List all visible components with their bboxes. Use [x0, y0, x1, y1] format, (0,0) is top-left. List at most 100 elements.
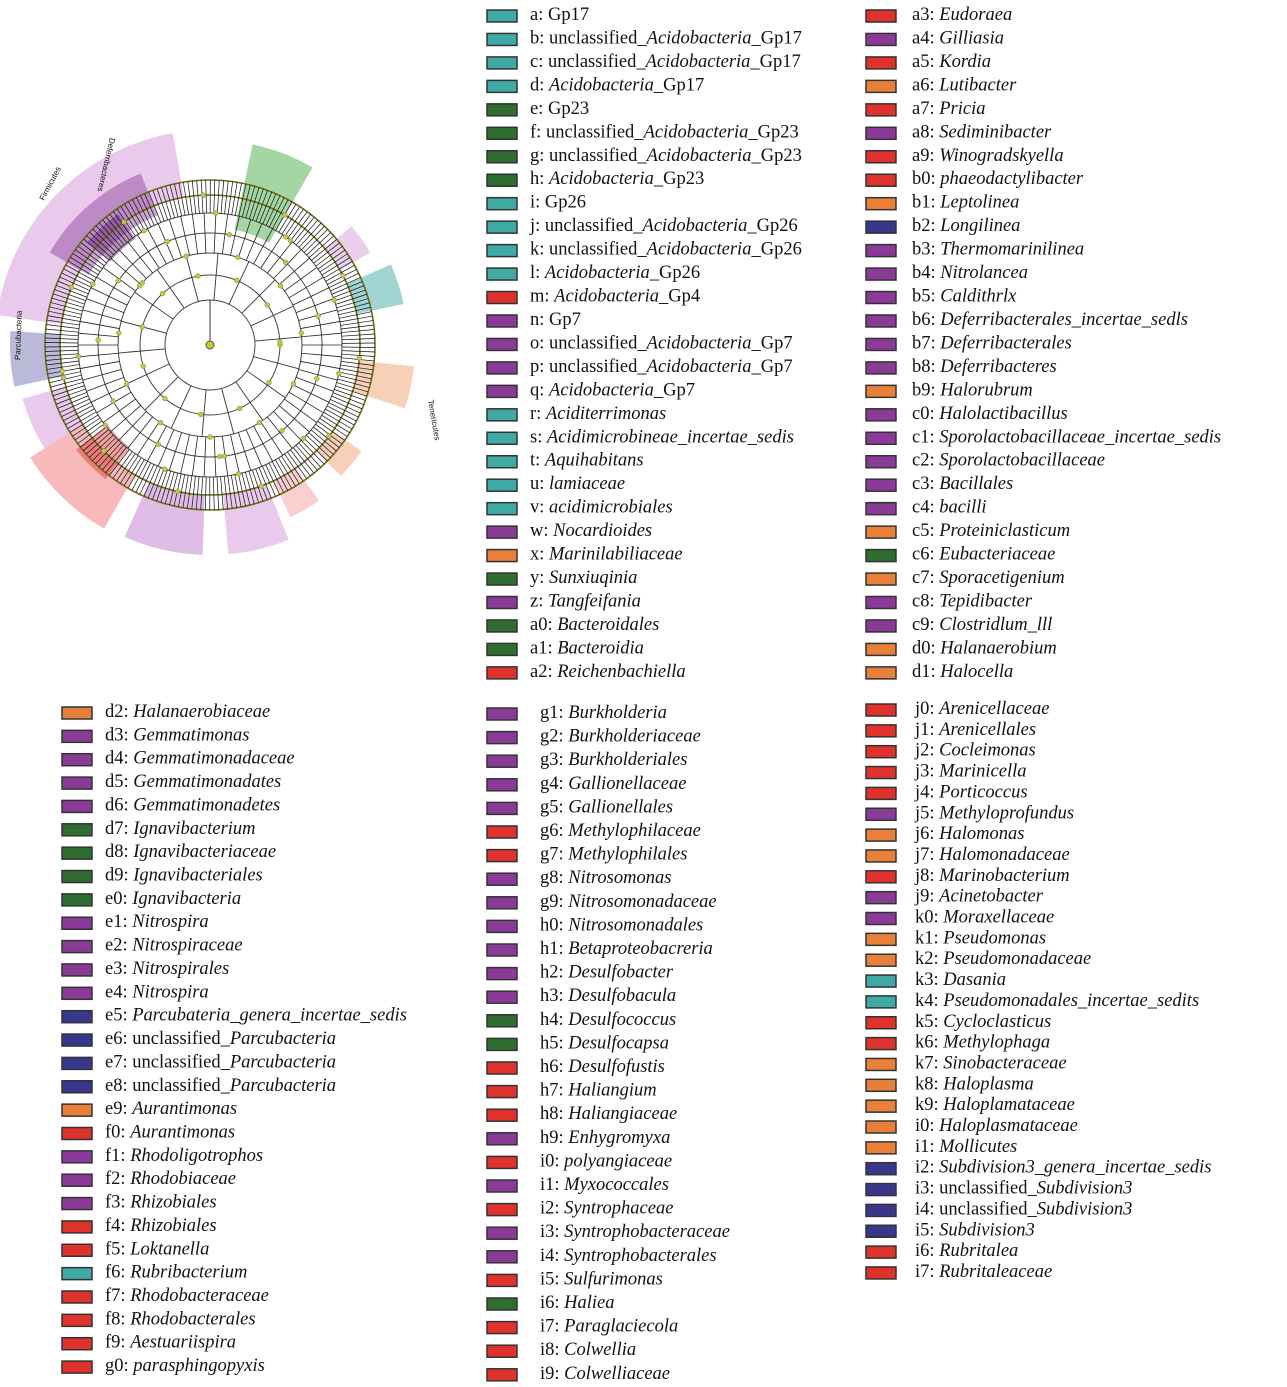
node [136, 283, 143, 289]
legend-name: Parcubateria_genera_incertae_sedis [131, 1006, 407, 1026]
branch [216, 476, 220, 510]
legend-name: Bacteroidales [557, 615, 659, 635]
legend-entry: k5: Cycloclasticus [915, 1012, 1051, 1032]
legend-key: j4: [914, 783, 935, 803]
legend-entry: i8: Colwellia [540, 1340, 636, 1360]
branch [238, 219, 252, 258]
legend-name: Nitrolancea [939, 263, 1028, 283]
legend-key: g9: [540, 892, 564, 912]
legend-name: Paraglaciecola [563, 1317, 678, 1337]
branch [328, 273, 359, 288]
node [205, 340, 215, 350]
legend-key: i3: [540, 1222, 560, 1242]
branch [55, 392, 87, 405]
branch [245, 429, 263, 467]
legend-key: e7: [105, 1053, 128, 1073]
legend-key: g6: [540, 821, 564, 841]
legend-entry: i2: Syntrophaceae [540, 1199, 673, 1219]
legend-key: a9: [912, 146, 935, 166]
clade-sector [9, 331, 64, 387]
legend-key: j9: [914, 887, 935, 907]
legend-entry: c0: Halolactibacillus [912, 404, 1068, 424]
branch [200, 476, 203, 510]
branch [300, 321, 340, 329]
legend-key: e9: [105, 1099, 128, 1119]
legend-name: _Gp4 [658, 287, 700, 307]
legend-name: Pseudomonas [942, 929, 1046, 949]
legend-key: c6: [912, 545, 935, 565]
legend-swatch [486, 150, 518, 164]
legend-entry: i3: Syntrophobacteraceae [540, 1222, 730, 1242]
branch [174, 183, 182, 217]
branch [235, 381, 264, 421]
legend-entry: f5: Loktanella [105, 1240, 209, 1260]
legend-entry: f4: Rhizobiales [105, 1216, 217, 1236]
legend-name: Acidobacteria [645, 334, 752, 354]
branch [301, 440, 325, 465]
branch [169, 184, 179, 218]
node [195, 273, 201, 279]
legend-key: f0: [105, 1123, 126, 1143]
node [162, 466, 168, 472]
branch [201, 389, 207, 437]
branch [80, 426, 107, 448]
legend-key: j8: [914, 866, 935, 886]
legend-key: e3: [105, 959, 128, 979]
branch [131, 199, 149, 229]
legend-swatch [486, 1155, 518, 1170]
legend-entry: b2: Longilinea [912, 216, 1020, 236]
clade-sector [30, 424, 135, 529]
branch [253, 228, 273, 265]
legend-entry: i7: Paraglaciecola [540, 1317, 678, 1337]
legend-name: _Gp23 [750, 146, 801, 166]
legend-entry: i0: Haloplasmataceae [915, 1116, 1078, 1136]
legend-swatch [61, 1056, 93, 1071]
legend-swatch [865, 619, 897, 633]
legend-name: Haliangiaceae [567, 1104, 677, 1124]
legend-key: h1: [540, 939, 564, 959]
legend-key: c7: [912, 568, 935, 588]
branch [77, 245, 105, 267]
legend-entry: e7: unclassified_Parcubacteria [105, 1053, 336, 1073]
legend-swatch [865, 1266, 897, 1280]
legend-swatch [486, 1344, 518, 1358]
legend-name: Nitrospira [131, 983, 208, 1003]
legend-key: g7: [540, 845, 564, 865]
legend-entry: f1: Rhodoligotrophos [105, 1146, 263, 1166]
branch [50, 302, 83, 312]
legend-swatch [61, 986, 93, 1001]
branch [95, 225, 119, 250]
legend-swatch [865, 1161, 897, 1176]
legend-key: i2: [540, 1199, 560, 1219]
branch [203, 213, 207, 254]
branch [284, 453, 304, 482]
node [283, 234, 289, 240]
legend-name: _Gp23 [747, 123, 798, 143]
legend-entry: b0: phaeodactylibacter [912, 169, 1084, 189]
legend-name: Desulfobacula [567, 986, 676, 1006]
legend-entry: q: Acidobacteria_Gp7 [530, 381, 695, 401]
legend-name: unclassified_ [549, 334, 647, 354]
legend-name: _Gp17 [750, 29, 801, 49]
branch [168, 219, 182, 258]
legend-swatch [61, 1360, 93, 1374]
legend-name: Bacteroidia [557, 639, 644, 659]
branch [105, 216, 128, 243]
branch [57, 395, 89, 409]
legend-name: Halomonas [938, 824, 1024, 844]
legend-swatch [486, 337, 518, 352]
branch [78, 332, 119, 338]
branch [204, 476, 207, 510]
branch [303, 437, 328, 462]
legend-entry: h9: Enhygromyxa [540, 1128, 670, 1148]
legend-swatch [486, 1320, 518, 1335]
legend-name: Haliea [563, 1293, 614, 1313]
legend-key: e: [530, 99, 543, 119]
legend-name: Proteiniclasticum [938, 521, 1070, 541]
branch [340, 320, 374, 326]
branch [224, 180, 229, 214]
branch [112, 211, 133, 239]
legend-entry: i0: polyangiaceae [540, 1152, 672, 1172]
legend-name: Thermomarinilinea [940, 240, 1084, 260]
legend-name: Nitrosomonadaceae [567, 892, 716, 912]
